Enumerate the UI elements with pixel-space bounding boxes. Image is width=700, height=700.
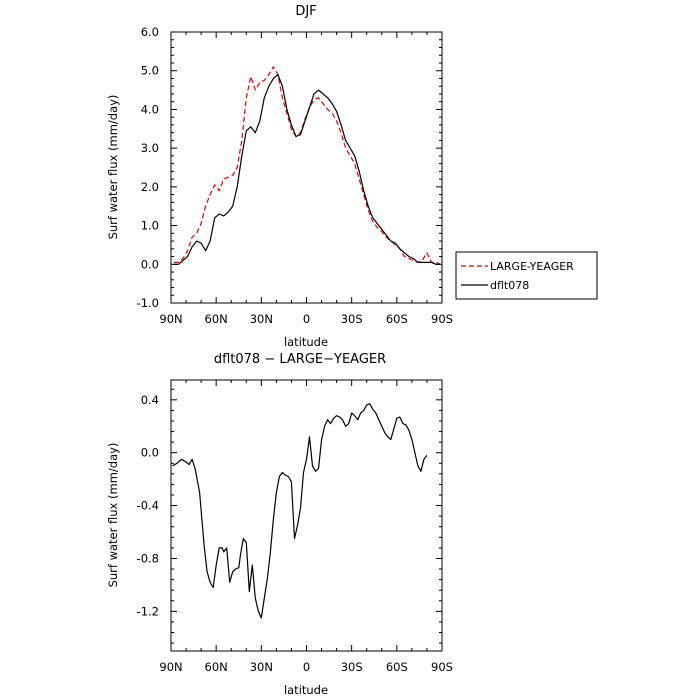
x-tick-label: 60N: [205, 312, 228, 326]
y-tick-label: 6.0: [141, 25, 159, 39]
x-tick-label: 30S: [341, 312, 363, 326]
legend-label-dflt078: dflt078: [490, 279, 529, 292]
series-line-dflt078: [174, 73, 441, 265]
data-lines: [174, 66, 441, 265]
chart-djf: DJF 90N 60N 30N 0 30S 60S 90S -1.0 0.0 1.0 2.0 3.0 4…: [106, 4, 453, 349]
x-tick-label: 30N: [250, 660, 273, 674]
x-tick-label: 60N: [205, 660, 228, 674]
legend-box: [455, 251, 598, 300]
x-tick-label: 30S: [341, 660, 363, 674]
x-tick-label: 60S: [386, 660, 408, 674]
y-tick-label: 2.0: [141, 180, 159, 194]
x-axis-label: latitude: [284, 683, 328, 697]
chart-title: dflt078 − LARGE−YEAGER: [214, 352, 386, 367]
y-tick-label: 3.0: [141, 141, 159, 155]
series-line-difference: [172, 403, 428, 619]
x-tick-label: 90S: [431, 660, 453, 674]
y-axis-label: Surf water flux (mm/day): [106, 95, 120, 240]
x-tick-label: 0: [303, 660, 310, 674]
y-tick-label: 1.0: [141, 219, 159, 233]
y-tick-label: -0.8: [137, 551, 159, 565]
y-tick-label: -0.4: [137, 499, 159, 513]
axis-ticks: 90N 60N 30N 0 30S 60S 90S -1.0 0.0 1.0 2.0 3.0 4.0 5.…: [137, 25, 453, 326]
legend: LARGE-YEAGER dflt078: [455, 251, 598, 300]
x-tick-label: 90S: [431, 312, 453, 326]
axis-ticks: 90N 60N 30N 0 30S 60S 90S -1.2 -0.8 -0.4 0.0 0.4: [137, 380, 453, 674]
y-tick-label: -1.2: [137, 604, 159, 618]
chart-title: DJF: [295, 4, 316, 19]
x-tick-label: 90N: [159, 312, 182, 326]
y-tick-label: 5.0: [141, 64, 159, 78]
data-lines: [172, 403, 428, 619]
x-tick-label: 30N: [250, 312, 273, 326]
y-tick-label: 0.4: [141, 393, 159, 407]
x-tick-label: 90N: [159, 660, 182, 674]
y-tick-label: 0.0: [141, 446, 159, 460]
x-tick-label: 0: [303, 312, 310, 326]
y-tick-label: 4.0: [141, 102, 159, 116]
legend-label-large-yeager: LARGE-YEAGER: [490, 260, 574, 273]
series-line-large-yeager: [174, 66, 441, 265]
y-tick-label: -1.0: [137, 296, 159, 310]
y-tick-label: 0.0: [141, 257, 159, 271]
x-tick-label: 60S: [386, 312, 408, 326]
x-axis-label: latitude: [284, 335, 328, 349]
chart-difference: dflt078 − LARGE−YEAGER 90N 60N 30N 0 30S 60S 9…: [106, 352, 453, 697]
y-axis-label: Surf water flux (mm/day): [106, 443, 120, 588]
plot-frame: [170, 31, 443, 304]
